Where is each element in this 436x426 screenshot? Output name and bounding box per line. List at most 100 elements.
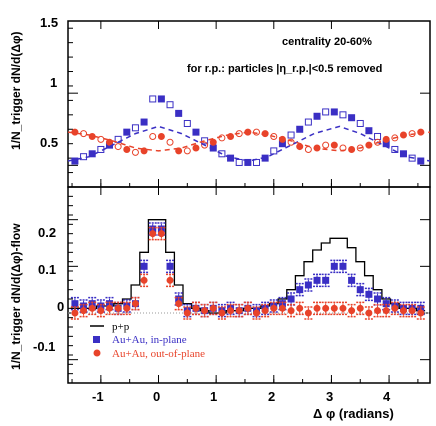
in-plane-point: [123, 128, 131, 136]
top-ylabel: 1/N_trigger dN/d(Δφ): [9, 31, 23, 150]
out-of-plane-point: [356, 304, 364, 312]
top-ytick-label: 0.5: [40, 135, 58, 150]
out-of-plane-point: [227, 307, 235, 315]
out-of-plane-point: [209, 138, 217, 146]
in-plane-point: [356, 119, 364, 127]
out-of-plane-point: [339, 304, 347, 312]
top-panel-series: [67, 95, 431, 166]
bottom-panel-series: [70, 219, 426, 320]
out-of-plane-point: [157, 230, 165, 238]
out-of-plane-point: [183, 309, 191, 317]
in-plane-point: [131, 124, 139, 132]
bottom-ytick-label: 0.2: [38, 225, 56, 240]
in-plane-point: [287, 131, 295, 139]
out-of-plane-point: [149, 132, 157, 140]
in-plane-point: [183, 119, 191, 127]
out-of-plane-point: [114, 304, 122, 312]
centrality-annotation: centrality 20-60%: [282, 36, 372, 48]
out-of-plane-point: [296, 304, 304, 312]
flow-curve: [67, 125, 431, 162]
out-of-plane-point: [106, 138, 114, 146]
out-of-plane-point: [80, 307, 88, 315]
in-plane-point: [304, 118, 312, 126]
out-of-plane-point: [157, 132, 165, 140]
out-of-plane-point: [88, 132, 96, 140]
in-plane-point: [374, 295, 382, 303]
xtick-label: 3: [326, 389, 333, 404]
out-of-plane-point: [201, 141, 209, 149]
out-of-plane-point: [365, 309, 373, 317]
out-of-plane-point: [175, 300, 183, 308]
out-of-plane-point: [391, 304, 399, 312]
in-plane-point: [201, 137, 209, 145]
out-of-plane-point: [287, 307, 295, 315]
in-plane-point: [330, 108, 338, 116]
in-plane-point: [270, 147, 278, 155]
in-plane-point: [218, 150, 226, 158]
out-of-plane-point: [166, 276, 174, 284]
in-plane-point: [296, 125, 304, 133]
out-of-plane-point: [244, 304, 252, 312]
out-of-plane-point: [71, 309, 79, 317]
out-of-plane-point: [140, 276, 148, 284]
in-plane-point: [227, 154, 235, 162]
out-of-plane-point: [374, 138, 382, 146]
out-of-plane-point: [106, 304, 114, 312]
in-plane-point: [322, 276, 330, 284]
in-plane-point: [192, 128, 200, 136]
out-of-plane-point: [330, 141, 338, 149]
xtick-label: 4: [383, 389, 391, 404]
out-of-plane-point: [123, 145, 131, 153]
in-plane-point: [356, 286, 364, 294]
out-of-plane-point: [382, 307, 390, 315]
in-plane-point: [114, 135, 122, 143]
in-plane-point: [365, 127, 373, 135]
out-of-plane-point: [304, 309, 312, 317]
in-plane-point: [71, 157, 79, 165]
out-of-plane-point: [209, 304, 217, 312]
xtick-label: 1: [210, 389, 217, 404]
out-of-plane-point: [304, 145, 312, 153]
out-of-plane-point: [313, 304, 321, 312]
out-of-plane-point: [322, 141, 330, 149]
out-of-plane-point: [322, 304, 330, 312]
legend-outplane-swatch: [93, 349, 101, 357]
out-of-plane-point: [97, 307, 105, 315]
out-of-plane-point: [417, 128, 425, 136]
in-plane-point: [330, 262, 338, 270]
in-plane-point: [287, 295, 295, 303]
in-plane-point: [339, 111, 347, 119]
out-of-plane-point: [348, 307, 356, 315]
out-of-plane-point: [149, 230, 157, 238]
in-plane-point: [166, 101, 174, 109]
bottom-panel-frame: [67, 186, 431, 384]
out-of-plane-point: [131, 300, 139, 308]
out-of-plane-point: [131, 148, 139, 156]
in-plane-point: [365, 290, 373, 298]
legend-inplane-swatch: [93, 336, 100, 343]
xlabel: Δ φ (radians): [313, 406, 394, 421]
xtick-label: 0: [153, 389, 160, 404]
xtick-label: -1: [92, 389, 104, 404]
out-of-plane-point: [417, 309, 425, 317]
in-plane-point: [399, 150, 407, 158]
out-of-plane-point: [408, 307, 416, 315]
in-plane-point: [71, 300, 79, 308]
out-of-plane-point: [114, 143, 122, 151]
out-of-plane-point: [88, 304, 96, 312]
out-of-plane-point: [235, 307, 243, 315]
in-plane-point: [322, 108, 330, 116]
in-plane-point: [235, 158, 243, 166]
out-of-plane-point: [261, 307, 269, 315]
out-of-plane-point: [218, 134, 226, 142]
out-of-plane-point: [278, 304, 286, 312]
out-of-plane-point: [374, 307, 382, 315]
out-of-plane-point: [356, 144, 364, 152]
out-of-plane-point: [175, 147, 183, 155]
out-of-plane-point: [252, 309, 260, 317]
in-plane-point: [391, 145, 399, 153]
rp-annotation: for r.p.: particles |η_r.p.|<0.5 removed: [187, 63, 382, 75]
out-of-plane-point: [399, 307, 407, 315]
in-plane-point: [140, 118, 148, 126]
